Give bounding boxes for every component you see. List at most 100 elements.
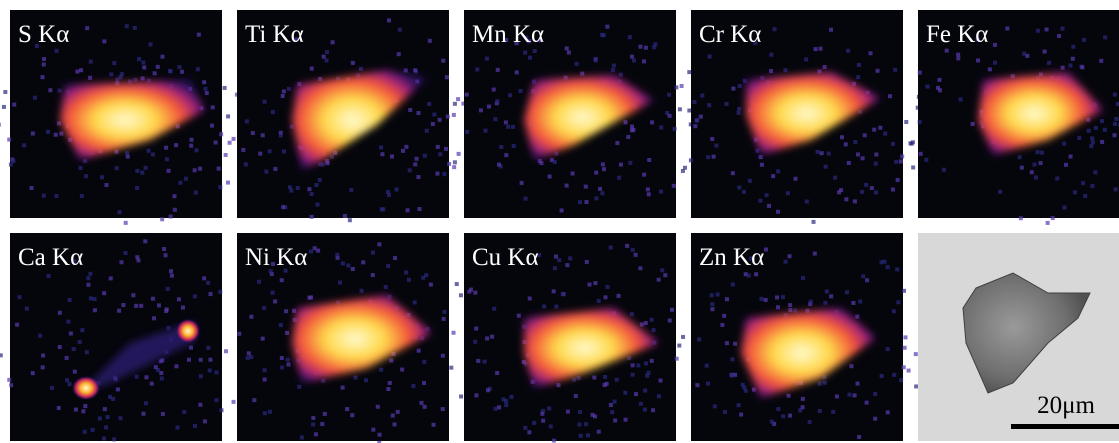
noise-pixel [441, 59, 445, 63]
noise-pixel [81, 409, 85, 413]
noise-pixel [628, 161, 632, 165]
noise-pixel [218, 290, 222, 294]
noise-pixel [527, 430, 531, 434]
noise-pixel [404, 145, 408, 149]
noise-pixel [878, 126, 882, 130]
noise-pixel [263, 378, 267, 382]
noise-pixel [993, 61, 997, 65]
noise-pixel [706, 382, 710, 386]
noise-pixel [615, 378, 619, 382]
noise-pixel [586, 433, 590, 437]
noise-pixel [861, 274, 865, 278]
noise-pixel [673, 127, 677, 131]
noise-pixel [580, 72, 584, 76]
noise-pixel [617, 176, 621, 180]
noise-pixel [630, 312, 634, 316]
noise-pixel [452, 113, 456, 117]
noise-pixel [55, 49, 59, 53]
noise-pixel [1083, 194, 1087, 198]
noise-pixel [724, 102, 728, 106]
noise-pixel [318, 77, 322, 81]
noise-pixel [512, 144, 516, 148]
noise-pixel [15, 323, 19, 327]
noise-pixel [1087, 129, 1091, 133]
noise-pixel [578, 410, 582, 414]
noise-pixel [85, 350, 89, 354]
noise-pixel [770, 420, 774, 424]
noise-pixel [386, 264, 390, 268]
element-spot [72, 376, 100, 400]
noise-pixel [65, 378, 69, 382]
noise-pixel [776, 210, 780, 214]
noise-pixel [681, 335, 685, 339]
noise-pixel [623, 391, 627, 395]
noise-pixel [764, 298, 768, 302]
noise-pixel [856, 152, 860, 156]
noise-pixel [895, 267, 899, 271]
noise-pixel [280, 278, 284, 282]
noise-pixel [371, 273, 375, 277]
noise-pixel [406, 208, 410, 212]
noise-pixel [868, 51, 872, 55]
noise-pixel [389, 358, 393, 362]
noise-pixel [422, 381, 426, 385]
noise-pixel [379, 145, 383, 149]
noise-pixel [246, 356, 250, 360]
noise-pixel [781, 295, 785, 299]
noise-pixel [7, 138, 11, 142]
noise-pixel [769, 69, 773, 73]
noise-pixel [80, 194, 84, 198]
noise-pixel [89, 60, 93, 64]
noise-pixel [92, 297, 96, 301]
noise-pixel [742, 386, 746, 390]
noise-pixel [353, 376, 357, 380]
noise-pixel [588, 283, 592, 287]
noise-pixel [282, 149, 286, 153]
noise-pixel [523, 51, 527, 55]
noise-pixel [98, 417, 102, 421]
noise-pixel [523, 426, 527, 430]
noise-pixel [771, 174, 775, 178]
noise-pixel [438, 152, 442, 156]
noise-pixel [845, 290, 849, 294]
noise-pixel [331, 40, 335, 44]
noise-pixel [874, 190, 878, 194]
noise-pixel [566, 410, 570, 414]
noise-pixel [408, 168, 412, 172]
noise-pixel [1073, 190, 1077, 194]
noise-pixel [918, 120, 922, 124]
noise-pixel [106, 415, 110, 419]
noise-pixel [180, 70, 184, 74]
noise-pixel [672, 184, 676, 188]
noise-pixel [829, 28, 833, 32]
noise-pixel [911, 165, 915, 169]
noise-pixel [398, 28, 402, 32]
noise-pixel [112, 437, 116, 441]
noise-pixel [883, 132, 887, 136]
noise-pixel [680, 84, 684, 88]
noise-pixel [870, 186, 874, 190]
noise-pixel [452, 165, 456, 169]
noise-pixel [445, 75, 449, 79]
noise-pixel [876, 69, 880, 73]
noise-pixel [310, 67, 314, 71]
noise-pixel [307, 187, 311, 191]
noise-pixel [658, 379, 662, 383]
noise-pixel [956, 53, 960, 57]
noise-pixel [415, 157, 419, 161]
noise-pixel [137, 57, 141, 61]
noise-pixel [87, 283, 91, 287]
noise-pixel [630, 128, 634, 132]
noise-pixel [345, 407, 349, 411]
noise-pixel [1114, 187, 1118, 191]
noise-pixel [281, 205, 285, 209]
noise-pixel [135, 375, 139, 379]
noise-pixel [1046, 221, 1050, 225]
noise-pixel [166, 326, 170, 330]
noise-pixel [638, 266, 642, 270]
noise-pixel [386, 387, 390, 391]
noise-pixel [856, 75, 860, 79]
noise-pixel [613, 400, 617, 404]
noise-pixel [59, 132, 63, 136]
panel-label: Cr Kα [699, 21, 761, 48]
